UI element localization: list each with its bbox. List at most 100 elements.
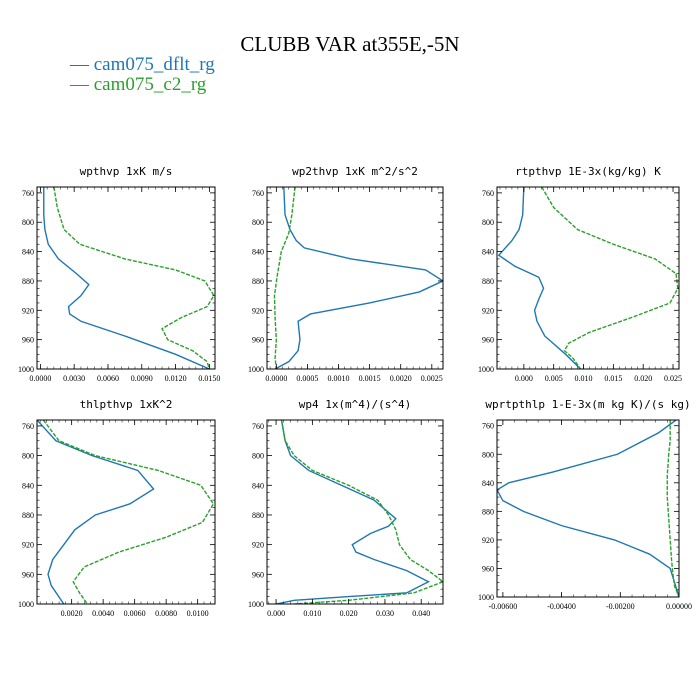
panel-6: wprtpthlp 1-E-3x(m kg K)/(s kg) 760 800 840… (478, 398, 692, 611)
x-tick-label: 0.010 (303, 609, 321, 618)
y-tick-label: 840 (252, 248, 264, 257)
legend-dash: — (69, 74, 94, 95)
y-tick-label: 1000 (18, 365, 34, 374)
legend-dash: — (69, 54, 94, 75)
series-line-c2 (541, 187, 679, 369)
x-tick-label: 0.0000 (265, 374, 287, 383)
series-line-dflt (43, 187, 210, 369)
x-tick-label: 0.025 (664, 374, 682, 383)
y-tick-label: 760 (22, 189, 34, 198)
series-line-c2 (666, 420, 679, 597)
y-tick-label: 920 (482, 536, 494, 545)
y-tick-label: 760 (22, 422, 34, 431)
y-tick-label: 960 (252, 336, 264, 345)
series-line-dflt (37, 420, 155, 604)
panel-5: wp4 1x(m^4)/(s^4) 760 800 840 880 920 960 1000 0… (248, 398, 444, 618)
x-tick-label: -0.00600 (489, 602, 518, 611)
y-tick-label: 840 (22, 481, 34, 490)
y-tick-label: 1000 (248, 600, 264, 609)
y-tick-label: 880 (252, 511, 264, 520)
y-tick-label: 840 (22, 248, 34, 257)
x-tick-label: 0.0015 (359, 374, 381, 383)
plot-frame (36, 419, 216, 605)
y-tick-label: 840 (482, 248, 494, 257)
x-tick-label: 0.0060 (124, 609, 146, 618)
y-tick-label: 880 (22, 277, 34, 286)
legend-entry-c2: — cam075_c2_rg (69, 74, 207, 95)
x-tick-label: 0.020 (340, 609, 358, 618)
x-tick-label: 0.0010 (328, 374, 350, 383)
series-line-dflt (497, 187, 582, 369)
series-line-c2 (53, 187, 215, 369)
legend-entry-dflt: — cam075_dflt_rg (69, 54, 215, 75)
y-tick-label: 920 (22, 306, 34, 315)
y-tick-label: 920 (482, 306, 494, 315)
panel-4: thlpthvp 1xK^2 760 800 840 880 920 960 1000 0.00… (18, 398, 216, 618)
series-line-dflt (274, 187, 443, 369)
x-tick-label: 0.015 (604, 374, 622, 383)
y-tick-label: 880 (482, 507, 494, 516)
y-tick-label: 800 (22, 218, 34, 227)
y-tick-label: 880 (482, 277, 494, 286)
y-tick-label: 960 (22, 570, 34, 579)
x-tick-label: -0.00200 (606, 602, 635, 611)
y-tick-label: 800 (22, 452, 34, 461)
panel-2: wp2thvp 1xK m^2/s^2 760 800 840 880 920 960 100… (248, 165, 444, 383)
plot-frame (266, 419, 444, 605)
panel-1: wpthvp 1xK m/s 760 800 840 880 920 960 1000 0.00… (18, 165, 220, 383)
x-tick-label: 0.0090 (131, 374, 153, 383)
x-tick-label: 0.0100 (187, 609, 209, 618)
series-line-c2 (280, 420, 443, 604)
y-tick-label: 960 (482, 336, 494, 345)
panel-3: rtpthvp 1E-3x(kg/kg) K 760 800 840 880 920 960… (478, 165, 682, 383)
panel-title: wprtpthlp 1-E-3x(m kg K)/(s kg) (485, 398, 690, 411)
x-tick-label: 0.0060 (97, 374, 119, 383)
x-tick-label: 0.0005 (296, 374, 318, 383)
y-tick-label: 840 (482, 479, 494, 488)
plot-frame (496, 419, 680, 598)
x-tick-label: 0.0030 (63, 374, 85, 383)
panel-title: thlpthvp 1xK^2 (80, 398, 173, 411)
y-tick-label: 920 (252, 541, 264, 550)
x-tick-label: -0.00400 (547, 602, 576, 611)
y-tick-label: 960 (252, 570, 264, 579)
x-tick-label: 0.0150 (198, 374, 220, 383)
y-tick-label: 960 (22, 336, 34, 345)
y-tick-label: 760 (252, 189, 264, 198)
legend-label: cam075_c2_rg (94, 74, 207, 95)
series-line-dflt (275, 420, 431, 604)
series-line-c2 (273, 187, 296, 369)
series-line-c2 (42, 420, 215, 604)
series-line-dflt (497, 420, 679, 597)
x-tick-label: 0.020 (634, 374, 652, 383)
x-tick-label: 0.00000 (666, 602, 692, 611)
legend-label: cam075_dflt_rg (94, 54, 216, 75)
y-tick-label: 880 (22, 511, 34, 520)
panels: wpthvp 1xK m/s 760 800 840 880 920 960 1000 0.00… (18, 165, 692, 618)
x-tick-label: 0.040 (412, 609, 430, 618)
plot-frame (36, 186, 216, 370)
x-tick-label: 0.005 (545, 374, 563, 383)
plot-frame (496, 186, 680, 370)
x-tick-label: 0.0040 (92, 609, 114, 618)
y-tick-label: 920 (22, 541, 34, 550)
y-tick-label: 960 (482, 564, 494, 573)
y-tick-label: 800 (482, 450, 494, 459)
y-tick-label: 760 (482, 422, 494, 431)
x-tick-label: 0.0020 (390, 374, 412, 383)
panel-title: wp4 1x(m^4)/(s^4) (299, 398, 412, 411)
plot-frame (266, 186, 444, 370)
panel-title: wpthvp 1xK m/s (80, 165, 173, 178)
panel-title: rtpthvp 1E-3x(kg/kg) K (515, 165, 661, 178)
y-tick-label: 800 (252, 452, 264, 461)
y-tick-label: 760 (482, 189, 494, 198)
panel-title: wp2thvp 1xK m^2/s^2 (292, 165, 418, 178)
x-tick-label: 0.0120 (165, 374, 187, 383)
y-tick-label: 800 (252, 218, 264, 227)
x-tick-label: 0.000 (515, 374, 533, 383)
y-tick-label: 800 (482, 218, 494, 227)
y-tick-label: 760 (252, 422, 264, 431)
legend: — cam075_dflt_rg — cam075_c2_rg (69, 54, 215, 95)
y-tick-label: 840 (252, 481, 264, 490)
